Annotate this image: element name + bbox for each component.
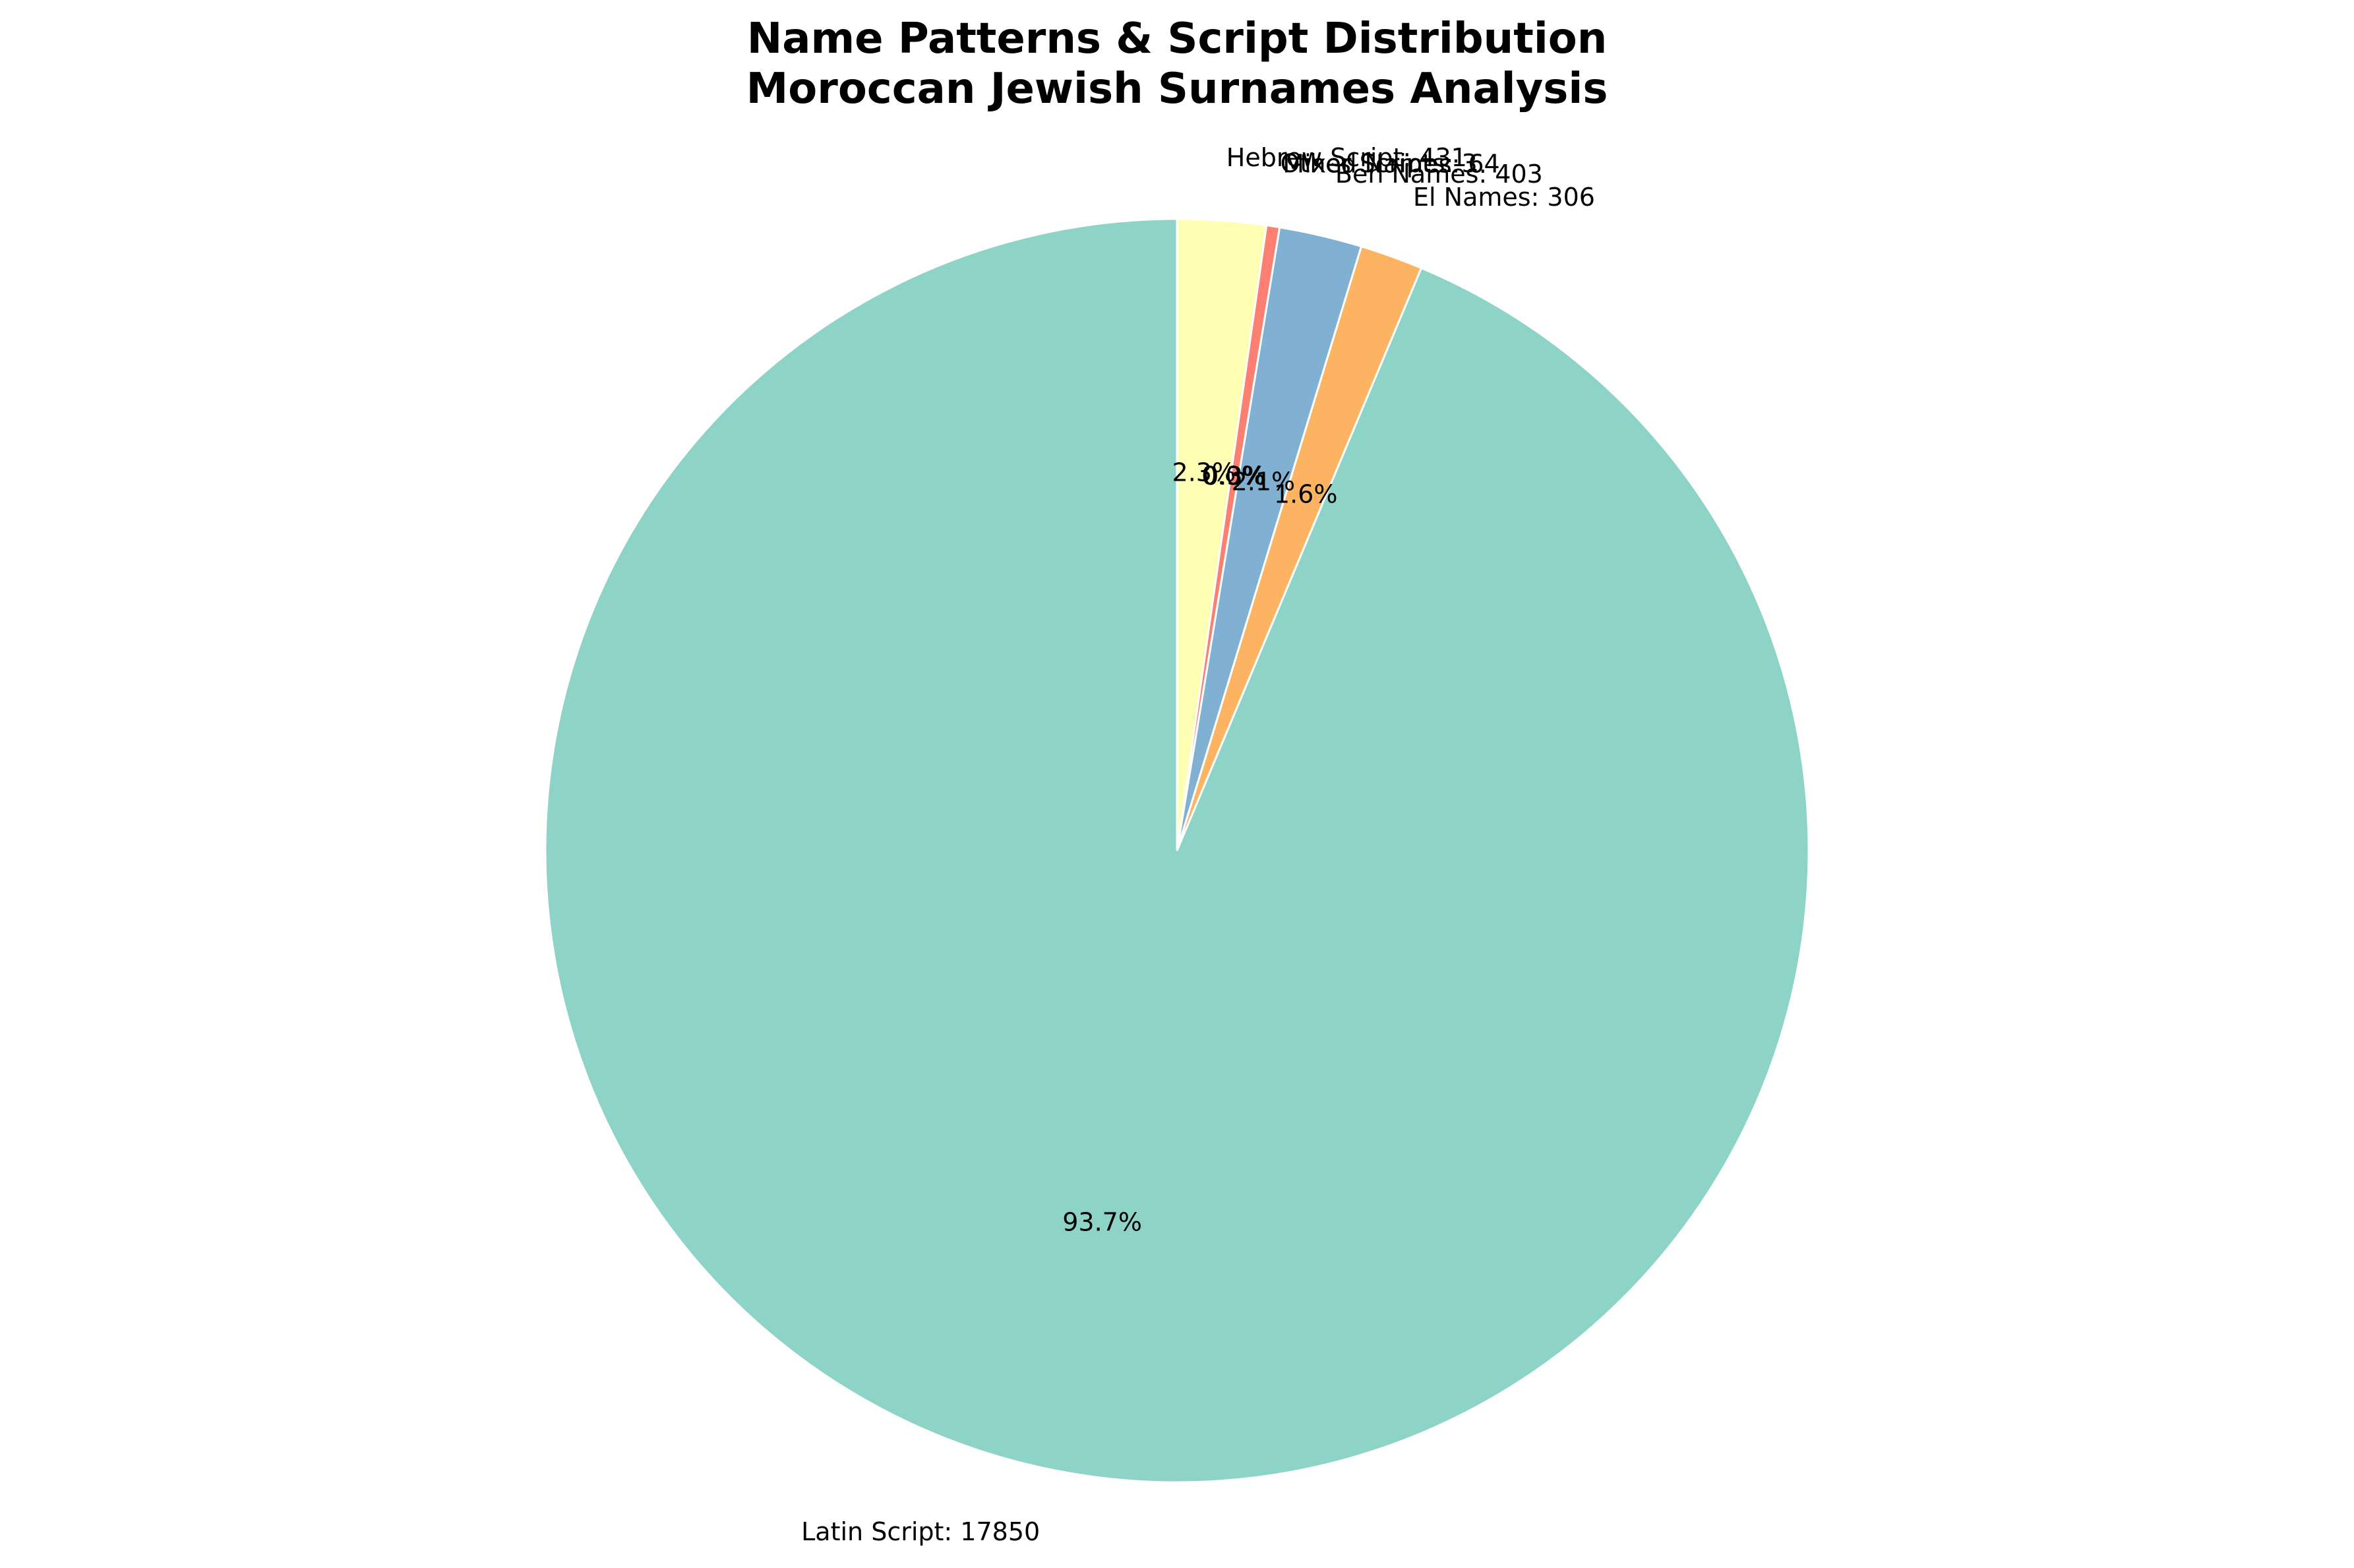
- pie-slices: [544, 218, 1810, 1484]
- pie-labels: Latin Script: 17850 93.7% El Names: 306 1.6…: [801, 143, 1595, 1546]
- slice-label-hebrew-script: Hebrew Script: 431: [1226, 143, 1467, 172]
- slice-percent-other-scripts: 0.0%: [1201, 462, 1265, 491]
- slice-label-mixed-names: Mixed Names: 64: [1283, 150, 1499, 179]
- slice-percent-mixed-names: 0.3%: [1203, 462, 1267, 491]
- chart-title: Name Patterns & Script Distribution: [747, 15, 1608, 63]
- slice-label-other-scripts: Other Scripts: 3: [1281, 149, 1478, 178]
- pie-slice-hebrew-script: [1176, 218, 1268, 851]
- slice-label-latin-script: Latin Script: 17850: [801, 1517, 1040, 1546]
- slice-percent-el-names: 1.6%: [1274, 479, 1338, 508]
- slice-label-ben-names: Ben Names: 403: [1335, 160, 1543, 189]
- slice-percent-hebrew-script: 2.3%: [1172, 458, 1236, 487]
- slice-percent-latin-script: 93.7%: [1062, 1208, 1142, 1237]
- slice-percent-ben-names: 2.1%: [1232, 467, 1296, 496]
- chart-subtitle: Moroccan Jewish Surnames Analysis: [746, 65, 1608, 113]
- slice-label-el-names: El Names: 306: [1413, 183, 1595, 212]
